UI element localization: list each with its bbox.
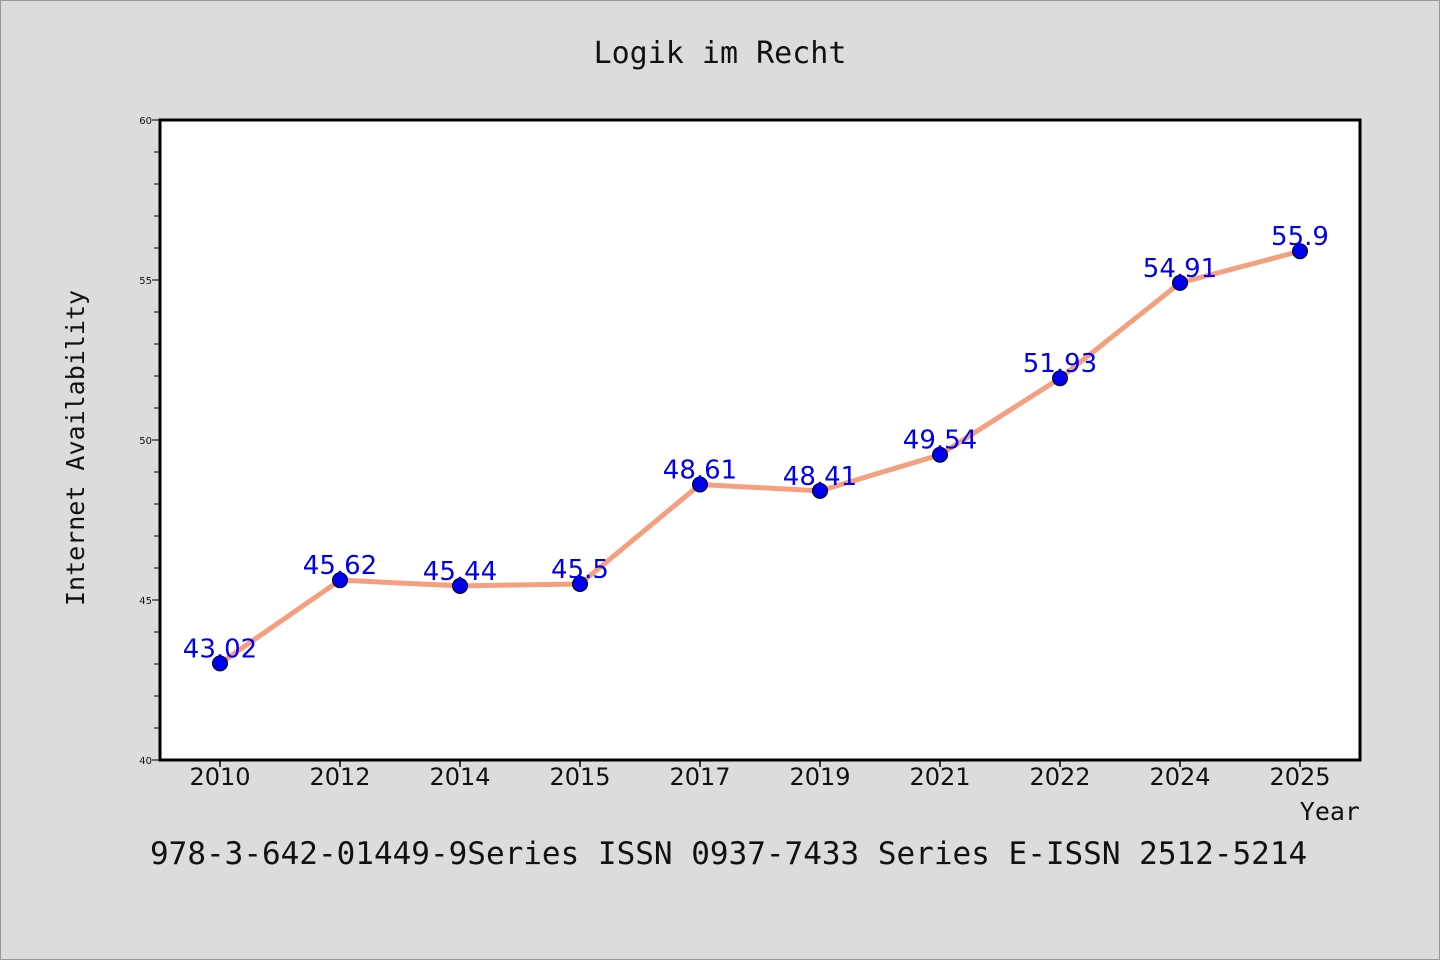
data-label: 55.9 [1271,222,1329,252]
data-point [332,572,348,589]
data-label: 45.44 [423,557,497,587]
data-point [452,577,468,594]
x-axis: 2010 2012 2014 2015 2017 2019 2021 2022 2024 2025 [189,760,1331,791]
y-tick-label: 45 [139,596,152,607]
y-axis: 40 45 50 55 60 [139,116,160,767]
data-point [932,446,948,463]
y-tick-label: 50 [139,436,152,447]
data-label: 49.54 [903,426,977,456]
x-tick-label: 2014 [429,763,490,791]
data-label: 51.93 [1023,349,1097,379]
y-axis-label: Internet Availability [61,290,90,606]
data-point [572,576,588,592]
x-tick-label: 2019 [789,763,850,791]
data-point [812,482,828,499]
data-label: 45.5 [551,555,609,585]
data-label: 45.62 [303,551,377,581]
x-tick-label: 2010 [189,763,250,791]
data-label: 48.41 [783,462,857,492]
x-tick-label: 2021 [909,763,970,791]
x-tick-label: 2012 [309,763,370,791]
data-point [692,476,708,493]
data-point [212,655,228,672]
y-tick-label: 60 [139,116,152,127]
x-tick-label: 2022 [1029,763,1090,791]
x-tick-label: 2015 [549,763,610,791]
chart-title: Logik im Recht [594,36,847,71]
data-point [1052,370,1068,387]
x-tick-label: 2025 [1269,763,1330,791]
y-tick-label: 40 [139,756,152,767]
data-label: 43.02 [183,634,257,664]
data-label: 54.91 [1143,254,1217,284]
data-label: 48.61 [663,455,737,485]
series-line [217,248,1303,666]
data-point [1172,274,1188,291]
x-tick-label: 2017 [669,763,730,791]
footer-note: 978-3-642-01449-9Series ISSN 0937-7433 S… [150,836,1307,872]
x-tick-label: 2024 [1149,763,1210,791]
x-axis-label: Year [1300,797,1360,826]
plot-area [158,118,1362,762]
data-point [1292,243,1308,260]
y-tick-label: 55 [139,276,152,287]
series-layer: 43.02 45.62 45.44 45.5 48.61 48.41 49.54 51.93 5… [183,222,1329,672]
